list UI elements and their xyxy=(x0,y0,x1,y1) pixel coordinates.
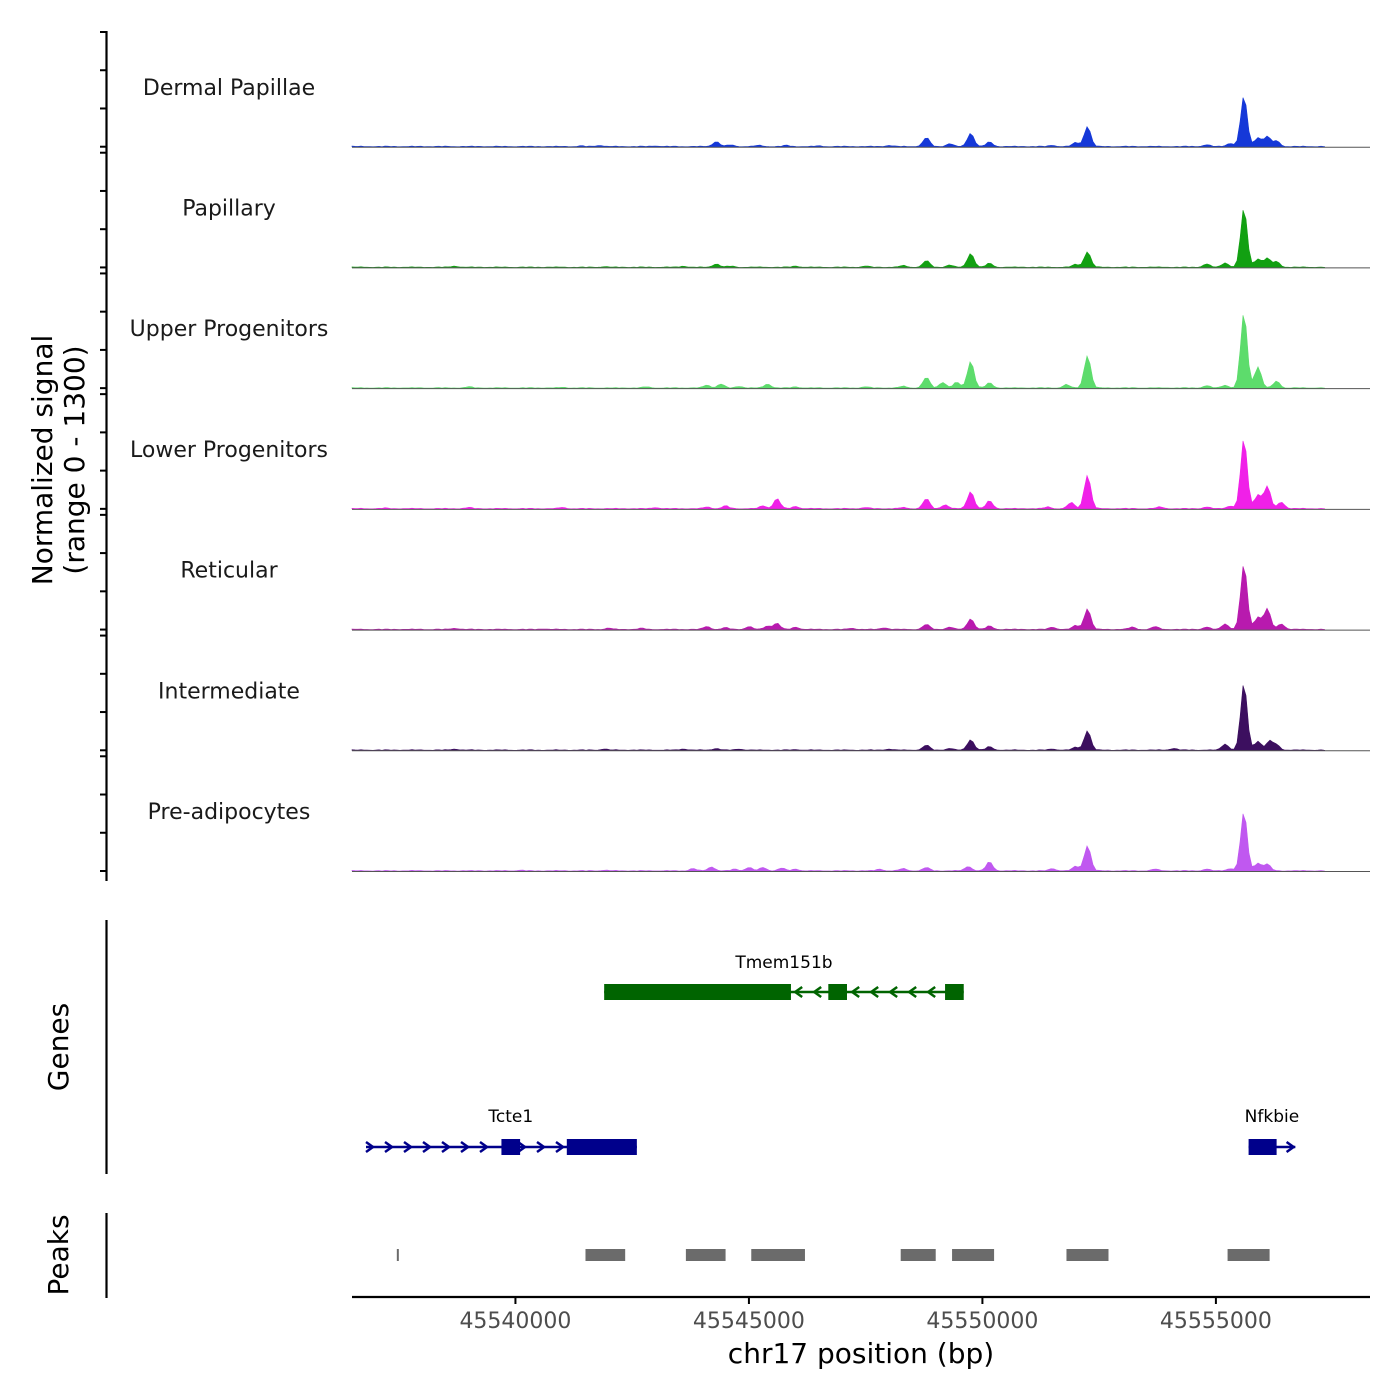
x-axis: 45540000 45545000 45550000 45555000 chr17 p… xyxy=(352,1295,1370,1370)
y-axis-title-line1: Normalized signal xyxy=(26,335,59,586)
strand-arrow xyxy=(517,1140,528,1154)
gene-label: Tcte1 xyxy=(487,1107,533,1127)
track-signal-area xyxy=(351,97,1326,148)
y-axis-title-line2: (range 0 - 1300) xyxy=(58,345,91,574)
peak-region xyxy=(685,1249,726,1261)
gene-models: Tmem151b Tcte1 Nfkbie xyxy=(365,953,1300,1155)
strand-arrow xyxy=(536,1140,547,1154)
x-axis-title: chr17 position (bp) xyxy=(728,1337,994,1370)
gene-tcte1: Tcte1 xyxy=(365,1107,637,1155)
peak-region xyxy=(1066,1249,1109,1261)
strand-arrow xyxy=(907,985,917,999)
coverage-tracks: Dermal Papillae Papillary Upper Progenitor… xyxy=(130,76,1370,872)
strand-arrow xyxy=(812,985,822,999)
strand-arrow xyxy=(403,1140,414,1154)
track-signal-area xyxy=(351,813,1326,872)
genes-panel: Genes Tmem151b Tcte1 Nfkbie xyxy=(42,920,1299,1174)
peak-region xyxy=(751,1249,805,1261)
track-dermal-papillae: Dermal Papillae xyxy=(143,76,1370,148)
peak-region xyxy=(585,1249,626,1261)
strand-arrow xyxy=(869,985,879,999)
peak-region xyxy=(900,1249,936,1261)
gene-exon xyxy=(1248,1139,1277,1155)
track-intermediate: Intermediate xyxy=(158,679,1370,752)
track-lower-progenitors: Lower Progenitors xyxy=(130,438,1370,510)
peak-regions xyxy=(396,1249,1270,1261)
track-label: Intermediate xyxy=(158,679,300,704)
strand-arrow xyxy=(793,985,803,999)
track-papillary: Papillary xyxy=(182,197,1370,269)
gene-tmem151b: Tmem151b xyxy=(604,953,964,1000)
coverage-panel: Normalized signal (range 0 - 1300) Derma… xyxy=(26,31,1370,881)
gene-exon xyxy=(604,984,791,1000)
track-label: Dermal Papillae xyxy=(143,76,315,101)
peaks-panel: Peaks xyxy=(42,1213,1270,1298)
peak-region xyxy=(952,1249,995,1261)
track-label: Upper Progenitors xyxy=(130,317,329,342)
gene-nfkbie: Nfkbie xyxy=(1245,1107,1300,1155)
strand-arrow xyxy=(460,1140,471,1154)
strand-arrow xyxy=(422,1140,433,1154)
strand-arrow xyxy=(555,1140,566,1154)
x-axis-ticks: 45540000 45545000 45550000 45555000 xyxy=(459,1297,1272,1334)
strand-arrow xyxy=(365,1140,376,1154)
track-label: Lower Progenitors xyxy=(130,438,328,463)
strand-arrow xyxy=(384,1140,395,1154)
peak-region xyxy=(396,1249,399,1261)
track-reticular: Reticular xyxy=(180,559,1370,631)
track-signal-area xyxy=(351,566,1326,630)
x-tick-label: 45550000 xyxy=(926,1309,1038,1334)
coverage-y-ticks xyxy=(100,31,106,872)
track-signal-area xyxy=(351,685,1326,751)
gene-exon xyxy=(566,1139,637,1155)
strand-arrow xyxy=(1285,1140,1296,1154)
x-tick-label: 45540000 xyxy=(459,1309,571,1334)
gene-exon xyxy=(945,984,964,1000)
gene-exon xyxy=(828,984,847,1000)
x-tick-label: 45555000 xyxy=(1160,1309,1272,1334)
gene-label: Tmem151b xyxy=(734,953,832,973)
strand-arrow xyxy=(479,1140,490,1154)
track-upper-progenitors: Upper Progenitors xyxy=(130,315,1370,390)
track-signal-area xyxy=(351,440,1326,510)
peak-region xyxy=(1227,1249,1270,1261)
track-signal-area xyxy=(351,210,1326,268)
genes-axis-title: Genes xyxy=(42,1003,75,1091)
strand-arrow xyxy=(926,985,936,999)
peaks-axis-title: Peaks xyxy=(42,1214,75,1295)
track-label: Papillary xyxy=(182,197,276,222)
track-signal-area xyxy=(351,315,1326,389)
gene-exon xyxy=(501,1139,521,1155)
gene-label: Nfkbie xyxy=(1245,1107,1300,1127)
strand-arrow xyxy=(441,1140,452,1154)
track-label: Pre-adipocytes xyxy=(148,800,311,825)
x-tick-label: 45545000 xyxy=(693,1309,805,1334)
strand-arrow xyxy=(888,985,898,999)
track-label: Reticular xyxy=(180,559,278,584)
strand-arrow xyxy=(850,985,860,999)
track-pre-adipocytes: Pre-adipocytes xyxy=(148,800,1370,872)
